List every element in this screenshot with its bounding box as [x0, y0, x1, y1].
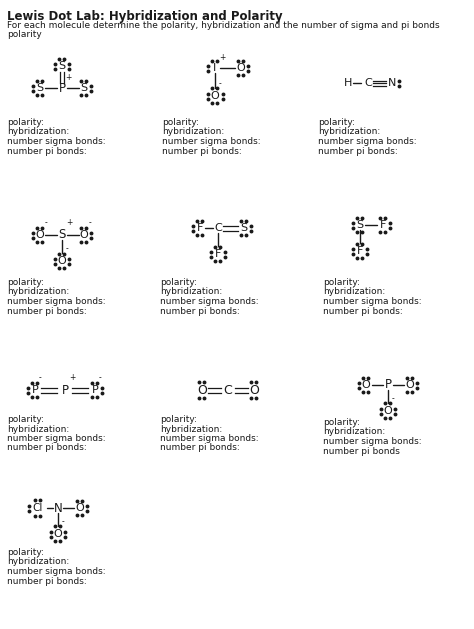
Text: F: F [197, 223, 203, 233]
Text: number sigma bonds:: number sigma bonds: [318, 137, 417, 146]
Text: -: - [392, 394, 395, 403]
Text: O: O [36, 230, 45, 240]
Text: P: P [58, 82, 65, 94]
Text: hybridization:: hybridization: [7, 287, 69, 296]
Text: hybridization:: hybridization: [7, 557, 69, 567]
Text: -: - [219, 79, 222, 88]
Text: P: P [32, 385, 38, 395]
Text: +: + [66, 218, 73, 227]
Text: number pi bonds:: number pi bonds: [7, 577, 87, 586]
Text: -: - [66, 244, 69, 253]
Text: H: H [344, 78, 352, 88]
Text: -: - [99, 373, 102, 382]
Text: O: O [76, 503, 84, 513]
Text: hybridization:: hybridization: [160, 425, 222, 433]
Text: O: O [210, 91, 219, 101]
Text: number pi bonds:: number pi bonds: [323, 306, 403, 316]
Text: hybridization:: hybridization: [323, 428, 385, 437]
Text: number sigma bonds:: number sigma bonds: [7, 567, 106, 576]
Text: N: N [388, 78, 396, 88]
Text: polarity:: polarity: [7, 548, 44, 557]
Text: O: O [58, 256, 66, 266]
Text: -: - [62, 517, 65, 526]
Text: +: + [69, 373, 75, 382]
Text: number pi bonds:: number pi bonds: [160, 443, 240, 452]
Text: O: O [406, 380, 414, 390]
Text: number pi bonds:: number pi bonds: [162, 147, 242, 155]
Text: polarity:: polarity: [323, 278, 360, 287]
Text: S: S [58, 61, 65, 71]
Text: number pi bonds:: number pi bonds: [7, 147, 87, 155]
Text: number pi bonds:: number pi bonds: [160, 306, 240, 316]
Text: number pi bonds: number pi bonds [323, 447, 400, 455]
Text: For each molecule determine the polarity, hybridization and the number of sigma : For each molecule determine the polarity… [7, 21, 439, 30]
Text: P: P [62, 384, 69, 396]
Text: -: - [39, 373, 42, 382]
Text: number sigma bonds:: number sigma bonds: [162, 137, 261, 146]
Text: hybridization:: hybridization: [323, 287, 385, 296]
Text: P: P [91, 385, 99, 395]
Text: number pi bonds:: number pi bonds: [7, 443, 87, 452]
Text: -: - [45, 218, 48, 227]
Text: C: C [364, 78, 372, 88]
Text: hybridization:: hybridization: [318, 128, 380, 136]
Text: C: C [224, 384, 232, 396]
Text: polarity: polarity [7, 30, 42, 39]
Text: number sigma bonds:: number sigma bonds: [323, 437, 422, 446]
Text: F: F [215, 249, 221, 259]
Text: number sigma bonds:: number sigma bonds: [7, 137, 106, 146]
Text: O: O [362, 380, 370, 390]
Text: O: O [383, 406, 392, 416]
Text: number pi bonds:: number pi bonds: [7, 306, 87, 316]
Text: I: I [213, 63, 217, 73]
Text: polarity:: polarity: [7, 118, 44, 127]
Text: S: S [240, 223, 247, 233]
Text: polarity:: polarity: [318, 118, 355, 127]
Text: S: S [356, 220, 364, 230]
Text: O: O [80, 230, 88, 240]
Text: polarity:: polarity: [7, 278, 44, 287]
Text: number sigma bonds:: number sigma bonds: [160, 297, 259, 306]
Text: number sigma bonds:: number sigma bonds: [323, 297, 422, 306]
Text: +: + [219, 53, 225, 62]
Text: polarity:: polarity: [162, 118, 199, 127]
Text: number sigma bonds:: number sigma bonds: [7, 434, 106, 443]
Text: +: + [65, 73, 72, 82]
Text: F: F [357, 246, 363, 256]
Text: polarity:: polarity: [160, 415, 197, 424]
Text: Cl: Cl [33, 503, 43, 513]
Text: S: S [58, 228, 66, 242]
Text: P: P [384, 379, 392, 391]
Text: C: C [214, 223, 222, 233]
Text: F: F [380, 220, 386, 230]
Text: O: O [237, 63, 246, 73]
Text: Lewis Dot Lab: Hybridization and Polarity: Lewis Dot Lab: Hybridization and Polarit… [7, 10, 283, 23]
Text: number sigma bonds:: number sigma bonds: [160, 434, 259, 443]
Text: S: S [36, 83, 44, 93]
Text: hybridization:: hybridization: [162, 128, 224, 136]
Text: number sigma bonds:: number sigma bonds: [7, 297, 106, 306]
Text: polarity:: polarity: [160, 278, 197, 287]
Text: polarity:: polarity: [323, 418, 360, 427]
Text: polarity:: polarity: [7, 415, 44, 424]
Text: hybridization:: hybridization: [160, 287, 222, 296]
Text: S: S [81, 83, 88, 93]
Text: N: N [54, 501, 63, 515]
Text: O: O [54, 529, 63, 539]
Text: O: O [197, 384, 207, 396]
Text: O: O [249, 384, 259, 396]
Text: hybridization:: hybridization: [7, 128, 69, 136]
Text: -: - [89, 218, 92, 227]
Text: number pi bonds:: number pi bonds: [318, 147, 398, 155]
Text: hybridization:: hybridization: [7, 425, 69, 433]
